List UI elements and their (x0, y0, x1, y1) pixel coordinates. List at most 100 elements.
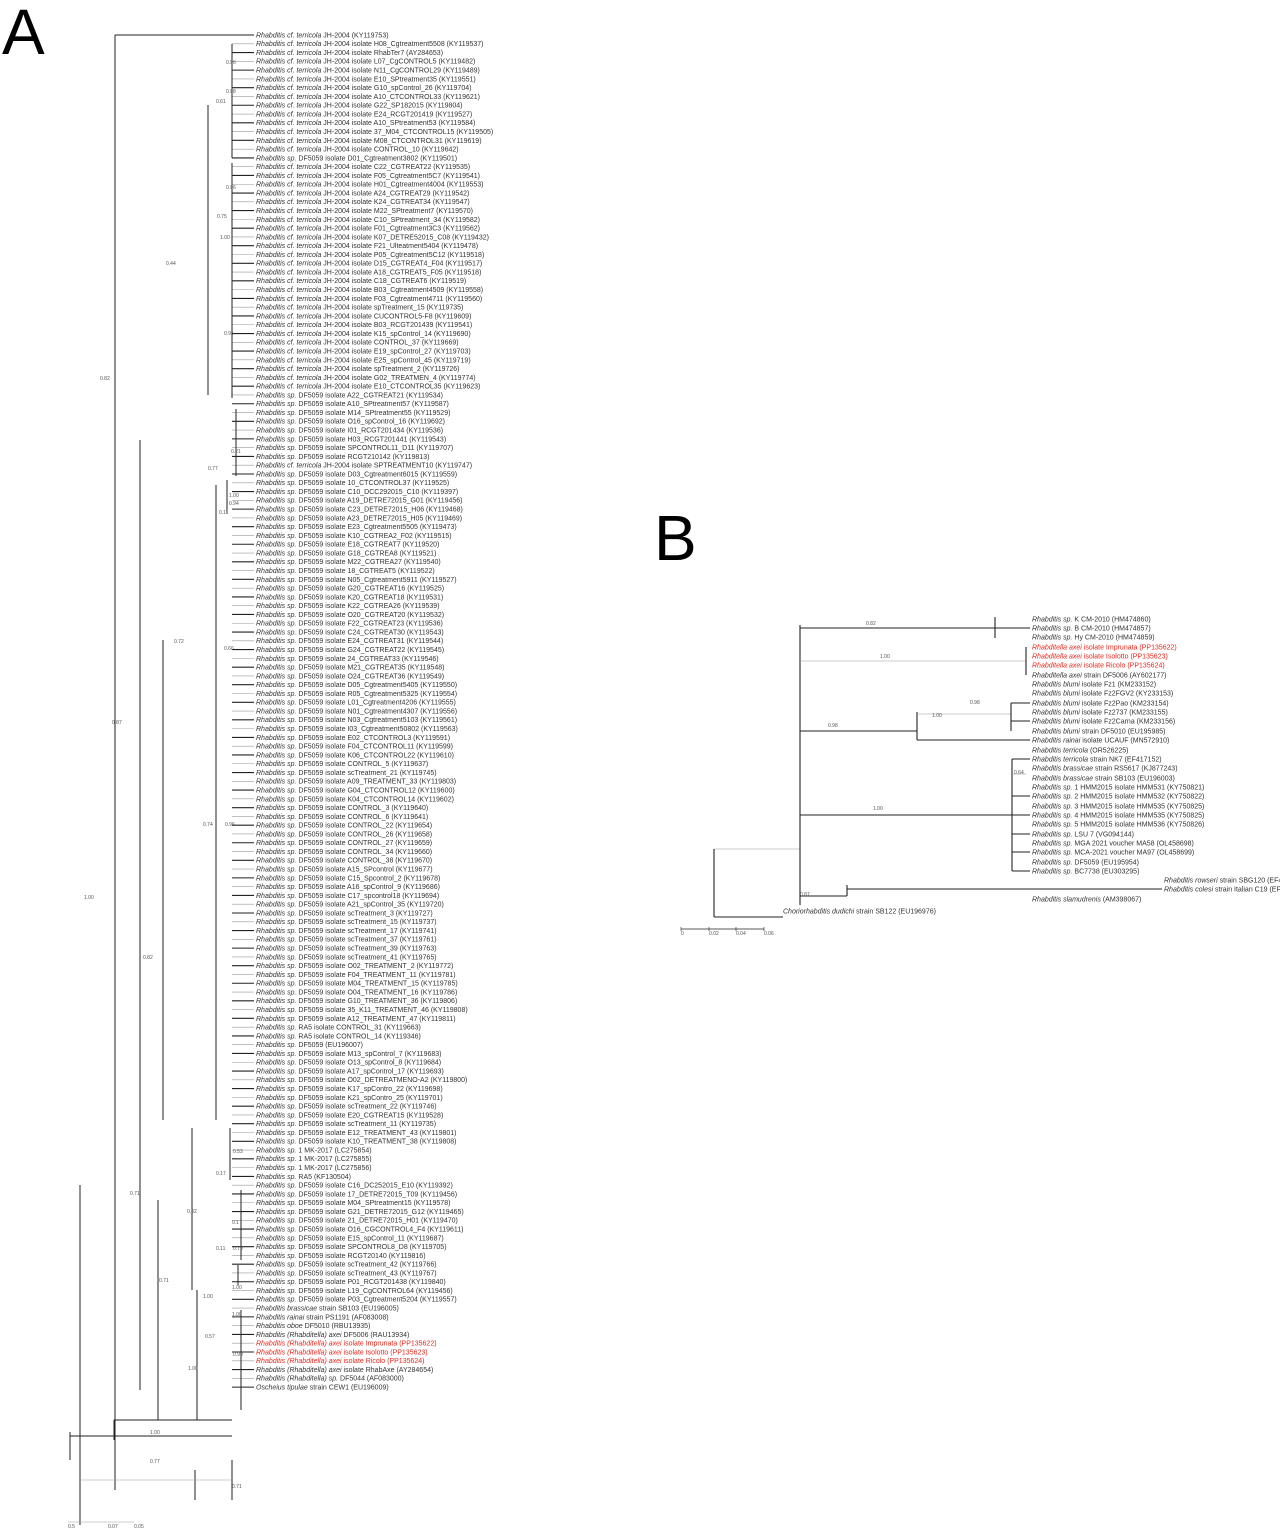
leaf-label: Rhabditis sp. 3 HMM2015 isolate HMM535 (… (1032, 803, 1204, 810)
leaf-label: Rhabditis brassicae strain SB103 (EU1960… (256, 1306, 399, 1313)
bootstrap-value: 0.96 (225, 822, 235, 828)
bootstrap-value: 0.77 (150, 1459, 160, 1465)
leaf-label: Rhabditis sp. DF5059 isolate scTreatment… (256, 937, 437, 944)
leaf-label: Rhabditis sp. DF5059 (EU195954) (1032, 859, 1139, 866)
leaf-label: Rhabditis sp. DF5059 isolate C24_CGTREAT… (256, 629, 444, 636)
leaf-label: Rhabditis sp. DF5059 isolate A19_DETRE72… (256, 498, 463, 505)
leaf-label: Rhabditis sp. DF5059 isolate A15_SPcontr… (256, 867, 433, 874)
leaf-label: Rhabditis sp. DF5059 isolate R05_Cgtreat… (256, 691, 457, 698)
leaf-label: Rhabditis sp. DF5059 isolate A10_SPtreat… (256, 401, 449, 408)
leaf-label: Rhabditis sp. DF5059 isolate E18_CGTREAT… (256, 542, 439, 549)
leaf-label: Rhabditis sp. DF5059 isolate C10_DCC2920… (256, 489, 458, 496)
leaf-label: Rhabditis cf. terricola JH-2004 isolate … (256, 243, 478, 250)
bootstrap-value: 1.00 (84, 895, 94, 901)
leaf-label: Rhabditis cf. terricola JH-2004 isolate … (256, 94, 480, 101)
leaf-label: Rhabditis cf. terricola JH-2004 isolate … (256, 234, 489, 241)
leaf-label: Rhabditis sp. DF5059 isolate 21_DETRE720… (256, 1218, 458, 1225)
bootstrap-value: 0.98 (226, 89, 236, 95)
leaf-label: Rhabditis rowseri strain SBG120 (EF41715… (1164, 877, 1280, 884)
leaf-label: Rhabditis sp. DF5059 isolate scTreatment… (256, 910, 433, 917)
leaf-label: Rhabditis sp. DF5059 isolate L01_Cgtreat… (256, 700, 456, 707)
leaf-label: Rhabditis cf. terricola JH-2004 isolate … (256, 322, 472, 329)
leaf-label: Rhabditis sp. DF5059 isolate M04_SPtreat… (256, 1200, 450, 1207)
leaf-label: Rhabditis sp. DF5059 isolate K21_spContr… (256, 1095, 443, 1102)
bootstrap-value: 1.00 (932, 713, 942, 719)
leaf-label: Rhabditis sp. DF5059 isolate D01_Cgtreat… (256, 155, 457, 162)
leaf-label: Rhabditis sp. DF5059 isolate P03_Cgtreat… (256, 1297, 457, 1304)
bootstrap-value: 1.00 (150, 1430, 160, 1436)
leaf-label: Rhabditis sp. DF5059 isolate CONTROL_22 … (256, 823, 432, 830)
leaf-label: Rhabditis cf. terricola JH-2004 isolate … (256, 287, 483, 294)
leaf-label: Rhabditis cf. terricola JH-2004 (KY11975… (256, 32, 389, 39)
leaf-label: Rhabditis cf. terricola JH-2004 isolate … (256, 217, 480, 224)
leaf-label: Rhabditis sp. DF5059 isolate G21_DETRE72… (256, 1209, 464, 1216)
leaf-label: Rhabditis sp. 2 HMM2015 isolate HMM532 (… (1032, 793, 1204, 800)
leaf-label: Rhabditella axei isolate Imprunata (PP13… (1032, 644, 1177, 651)
leaf-label: Rhabditis blumi isolate Fz2737 (KM233155… (1032, 709, 1168, 716)
leaf-label: Rhabditella axei strain DF5006 (AY602177… (1032, 672, 1167, 679)
leaf-label: Rhabditis blumi isolate Fz2Carna (KM2331… (1032, 718, 1175, 725)
leaf-label: Rhabditis sp. DF5059 isolate C23_DETRE72… (256, 507, 463, 514)
bootstrap-value: 1.00 (232, 1285, 242, 1291)
leaf-label: Rhabditis sp. DF5059 isolate M13_spContr… (256, 1051, 441, 1058)
bootstrap-value: 0.96 (226, 60, 236, 66)
leaf-label: Rhabditis sp. DF5059 isolate G10_TREATME… (256, 998, 457, 1005)
scale-tick-label: 0.07 (108, 1524, 118, 1530)
leaf-label: Rhabditis sp. RA5 isolate CONTROL_14 (KY… (256, 1033, 421, 1040)
leaf-label: Rhabditis sp. 1 MK-2017 (LC275856) (256, 1165, 372, 1172)
panel-b-leaf-labels: Rhabditis sp. K CM-2010 (HM474860) Rhabdi… (783, 616, 1280, 915)
leaf-label: Rhabditis sp. DF5059 isolate SPCONTROL8_… (256, 1244, 447, 1251)
panel-a-leaf-labels: Rhabditis cf. terricola JH-2004 (KY11975… (256, 32, 493, 1391)
leaf-label: Rhabditis cf. terricola JH-2004 isolate … (256, 190, 469, 197)
leaf-label: Rhabditis sp. RA5 isolate CONTROL_31 (KY… (256, 1025, 421, 1032)
bootstrap-value: 1.00 (220, 235, 230, 241)
leaf-label: Rhabditis cf. terricola JH-2004 isolate … (256, 357, 471, 364)
leaf-label: Rhabditis blumi isolate Fz1 (KM233152) (1032, 681, 1156, 688)
leaf-label: Rhabditis sp. DF5059 isolate O20_CGTREAT… (256, 612, 444, 619)
leaf-label: Oscheius tipulae strain CEW1 (EU196009) (256, 1385, 389, 1392)
leaf-label: Rhabditis sp. DF5059 isolate C16_DC25201… (256, 1183, 453, 1190)
leaf-label: Rhabditis cf. terricola JH-2004 isolate … (256, 138, 482, 145)
leaf-label: Rhabditis sp. RA5 (KF130504) (256, 1174, 351, 1181)
leaf-label: Rhabditella axei isolate Isolotto (PP135… (1032, 653, 1168, 660)
leaf-label: Rhabditis sp. DF5059 isolate O04_TREATME… (256, 989, 457, 996)
leaf-label: Rhabditis sp. DF5059 isolate A17_spContr… (256, 1068, 444, 1075)
leaf-label: Rhabditis sp. DF5059 isolate E24_CGTREAT… (256, 638, 443, 645)
leaf-label: Rhabditis brassicae strain SB103 (EU1960… (1032, 775, 1175, 782)
leaf-label: Rhabditis sp. DF5059 isolate A09_TREATME… (256, 779, 456, 786)
leaf-label: Rhabditis cf. terricola JH-2004 isolate … (256, 199, 470, 206)
leaf-label: Rhabditis cf. terricola JH-2004 isolate … (256, 85, 471, 92)
scale-tick-label: 0.06 (764, 931, 774, 937)
scale-tick-label: 0 (681, 931, 684, 937)
leaf-label: Rhabditis cf. terricola JH-2004 isolate … (256, 41, 484, 48)
leaf-label: Rhabditis sp. 4 HMM2015 isolate HMM535 (… (1032, 812, 1204, 819)
panel-b-branches (713, 617, 1162, 918)
leaf-label: Rhabditis sp. DF5059 isolate RCGT20140 (… (256, 1253, 426, 1260)
leaf-label: Rhabditis cf. terricola JH-2004 isolate … (256, 208, 473, 215)
leaf-label: Rhabditis sp. DF5059 isolate M04_TREATME… (256, 981, 458, 988)
bootstrap-value: 0.1 (232, 1220, 239, 1226)
leaf-label: Rhabditis sp. DF5059 isolate scTreatment… (256, 928, 437, 935)
leaf-label: Rhabditis sp. DF5059 isolate L19_CgCONTR… (256, 1288, 453, 1295)
leaf-label: Rhabditis cf. terricola JH-2004 isolate … (256, 331, 471, 338)
leaf-label: Rhabditella axei isolate Ricolo (PP13562… (1032, 662, 1165, 669)
scale-tick-label: 0.05 (134, 1524, 144, 1530)
leaf-label: Rhabditis (Rhabditella) sp. DF5044 (AF08… (256, 1376, 404, 1383)
leaf-label: Rhabditis cf. terricola JH-2004 isolate … (256, 313, 471, 320)
leaf-label: Rhabditis rainai isolate UCAUF (MN572910… (1032, 737, 1169, 744)
leaf-label: Rhabditis sp. DF5059 isolate 35_K11_TREA… (256, 1007, 468, 1014)
leaf-label: Rhabditis sp. DF5059 isolate 10_CTCONTRO… (256, 480, 449, 487)
leaf-label: Rhabditis sp. DF5059 isolate K22_CGTREA2… (256, 603, 440, 610)
leaf-label: Rhabditis sp. DF5059 isolate G04_CTCONTR… (256, 787, 455, 794)
leaf-label: Rhabditis sp. 1 MK-2017 (LC275855) (256, 1156, 372, 1163)
leaf-label: Rhabditis sp. DF5059 isolate O16_spContr… (256, 419, 445, 426)
bootstrap-value: 0.44 (166, 261, 176, 267)
leaf-label: Rhabditis sp. DF5059 isolate scTreatment… (256, 946, 437, 953)
scale-tick-label: 0.5 (68, 1524, 75, 1530)
leaf-label: Rhabditis sp. DF5059 isolate CONTROL_3 (… (256, 805, 428, 812)
leaf-label: Rhabditis sp. DF5059 isolate C15_Spcontr… (256, 875, 440, 882)
leaf-label: Rhabditis oboe DF5010 (RBU13935) (256, 1323, 370, 1330)
bootstrap-value: 1.00 (229, 493, 239, 499)
bootstrap-value: 0.72 (174, 639, 184, 645)
leaf-label: Rhabditis cf. terricola JH-2004 isolate … (256, 305, 463, 312)
